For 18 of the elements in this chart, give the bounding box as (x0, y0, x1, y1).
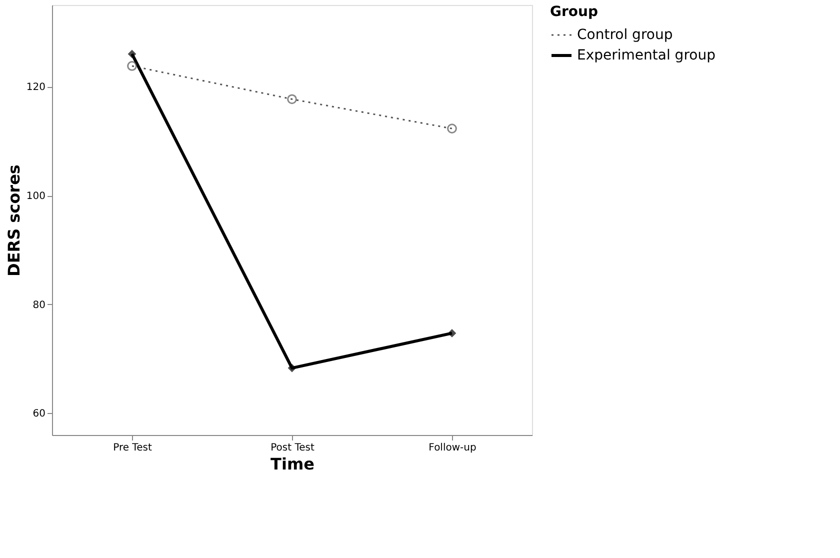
legend-label: Control group (577, 27, 673, 43)
point (128, 50, 136, 58)
point (447, 124, 457, 134)
x-axis-title: Time (270, 454, 315, 474)
legend-title: Group (550, 4, 598, 20)
x-tick-label: Follow-up (428, 442, 476, 454)
y-tick-label: 60 (32, 408, 46, 420)
y-tick-label: 100 (26, 191, 46, 202)
y-axis-title: DERS scores (4, 164, 24, 276)
x-tick-label: Post Test (270, 442, 314, 454)
point (287, 94, 297, 104)
y-tick-label: 80 (32, 300, 46, 311)
x-tick-label: Pre Test (113, 442, 152, 454)
point (288, 364, 296, 372)
point (448, 329, 456, 338)
legend-label: Experimental group (577, 48, 716, 64)
y-tick-label: 120 (26, 82, 46, 94)
point (127, 61, 137, 71)
